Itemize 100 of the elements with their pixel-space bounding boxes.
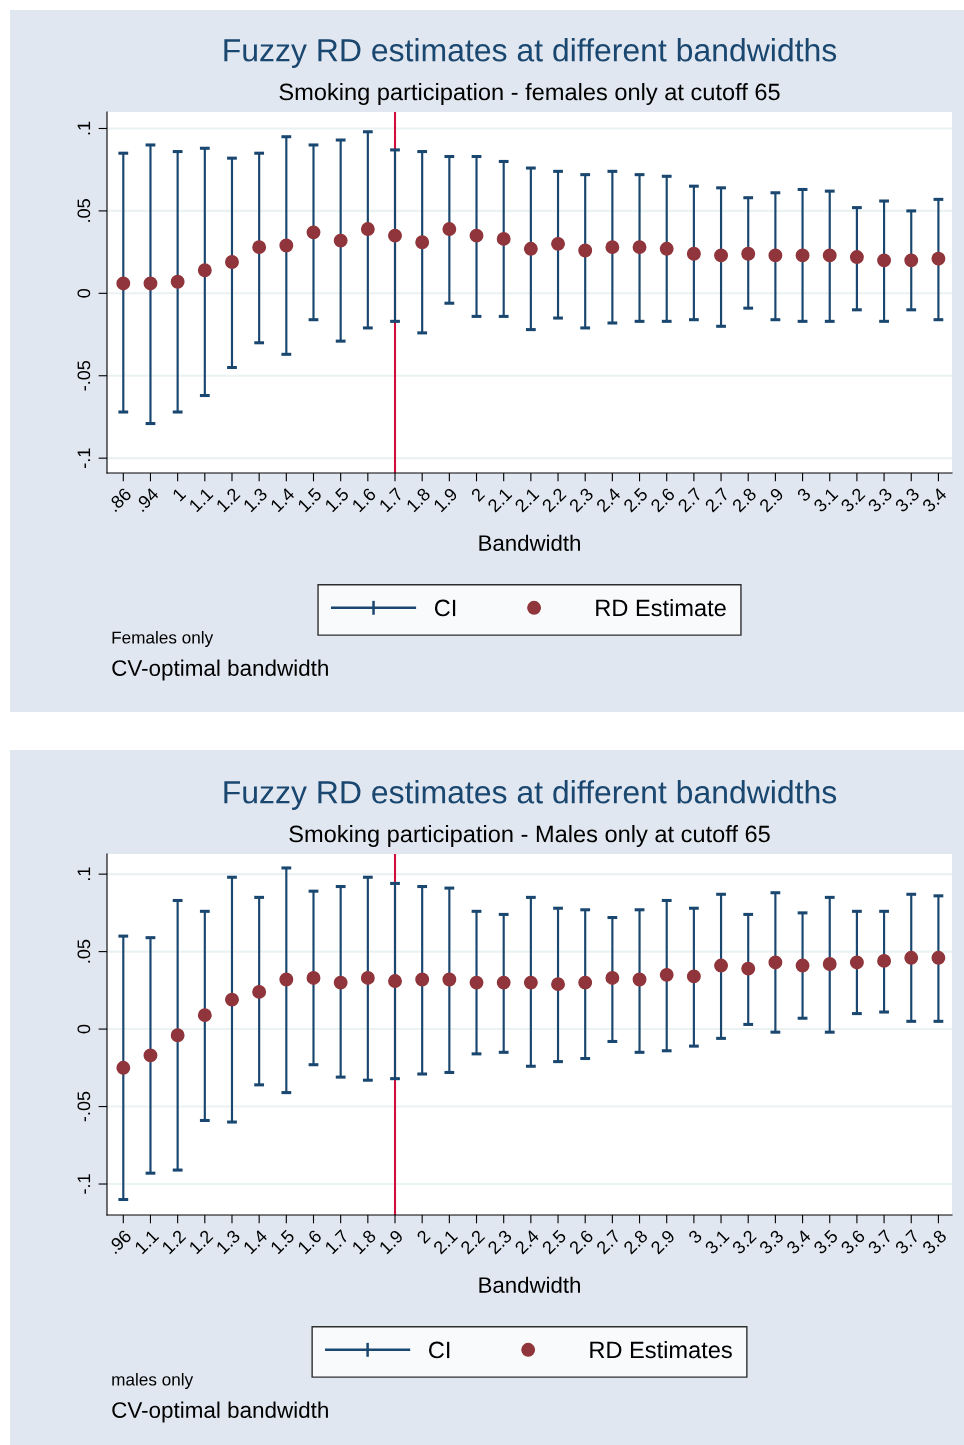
point bbox=[496, 231, 511, 246]
y-tick-label: .1 bbox=[77, 867, 91, 881]
x-tick-label: 1.5 bbox=[324, 487, 350, 513]
x-tick-label: 1.5 bbox=[270, 1229, 296, 1255]
x-tick-label: 3.2 bbox=[839, 487, 866, 513]
bar bbox=[638, 174, 641, 322]
x-tick-label: 2.8 bbox=[622, 1229, 649, 1255]
point bbox=[877, 953, 892, 968]
y-tick-label: -.05 bbox=[77, 360, 91, 391]
point bbox=[442, 972, 457, 987]
point bbox=[741, 961, 756, 976]
x-tick-label: 1.6 bbox=[351, 487, 377, 513]
point bbox=[741, 246, 756, 261]
point bbox=[170, 1028, 185, 1043]
x-tick-label: 1.8 bbox=[405, 487, 431, 513]
y-tick-label: -.1 bbox=[77, 1174, 91, 1194]
bar bbox=[937, 895, 940, 1022]
x-tick-label: 3.2 bbox=[731, 1229, 757, 1255]
point bbox=[686, 969, 701, 984]
x-tick-label: 1.1 bbox=[134, 1229, 160, 1255]
x-tick-label: 3.6 bbox=[839, 1229, 866, 1255]
x-tick-label: 3.1 bbox=[704, 1229, 730, 1255]
x-tick-label: 2.1 bbox=[514, 487, 540, 513]
point bbox=[578, 975, 593, 990]
y-tick-label: .05 bbox=[77, 939, 91, 963]
x-tick-label: 1.2 bbox=[215, 487, 241, 513]
point bbox=[877, 253, 892, 268]
point bbox=[116, 276, 131, 291]
point bbox=[768, 955, 783, 970]
x-tick-label: 1.9 bbox=[378, 1229, 404, 1255]
point bbox=[659, 241, 674, 256]
x-tick-label: 2.7 bbox=[704, 487, 730, 513]
point bbox=[659, 967, 674, 982]
x-tick-label: 2.7 bbox=[595, 1229, 621, 1255]
x-tick-label: 1.2 bbox=[188, 1229, 214, 1255]
x-tick-label: .96 bbox=[107, 1229, 133, 1255]
point bbox=[143, 276, 158, 291]
y-tick-label: -.1 bbox=[77, 448, 91, 468]
x-tick-label: 3.4 bbox=[785, 1228, 812, 1255]
x-tick-label: 1.8 bbox=[351, 1229, 377, 1255]
point bbox=[605, 971, 620, 985]
point bbox=[849, 250, 864, 265]
x-tick-label: 3.3 bbox=[894, 487, 921, 513]
x-tick-label: 2.9 bbox=[758, 487, 785, 513]
x-tick-label: 2.5 bbox=[622, 487, 649, 513]
point bbox=[822, 248, 837, 263]
point bbox=[523, 241, 538, 256]
x-tick-label: 2.2 bbox=[459, 1229, 486, 1255]
x-tick-label: 2.8 bbox=[731, 487, 758, 513]
y-tick-label: .05 bbox=[77, 199, 91, 222]
x-tick-label: 2.1 bbox=[486, 487, 513, 513]
point bbox=[714, 958, 728, 973]
point bbox=[469, 228, 484, 243]
x-tick-label: 3.4 bbox=[921, 486, 948, 513]
point bbox=[931, 251, 946, 266]
x-tick-label: 3.5 bbox=[812, 1229, 839, 1255]
x-tick-label: 2.2 bbox=[541, 487, 567, 513]
x-tick-label: 3.7 bbox=[867, 1229, 893, 1255]
point bbox=[768, 248, 783, 263]
x-tick-label: 3.1 bbox=[812, 487, 839, 513]
bar bbox=[638, 909, 641, 1053]
x-tick-label: 3 bbox=[687, 1229, 703, 1245]
point bbox=[333, 975, 348, 990]
y-tick-label: .1 bbox=[77, 121, 91, 135]
x-tick-label: 1.2 bbox=[161, 1229, 187, 1255]
x-tick-label: 2.3 bbox=[486, 1229, 513, 1255]
bar bbox=[149, 144, 152, 424]
x-tick-label: .94 bbox=[134, 486, 160, 513]
x-tick-label: 2.6 bbox=[568, 1229, 595, 1255]
point bbox=[333, 233, 348, 248]
point bbox=[170, 274, 185, 289]
x-tick-label: 3.7 bbox=[894, 1229, 920, 1255]
point bbox=[143, 1048, 158, 1063]
legend-label: CI bbox=[429, 1341, 450, 1359]
x-tick-label: 1.9 bbox=[432, 487, 459, 513]
point bbox=[388, 228, 402, 243]
point bbox=[442, 222, 457, 236]
x-tick-label: 1.7 bbox=[324, 1229, 350, 1255]
point bbox=[904, 950, 919, 965]
x-tick-label: 1.1 bbox=[188, 487, 214, 513]
point bbox=[225, 992, 239, 1007]
point bbox=[306, 225, 321, 240]
x-tick-label: 2.6 bbox=[649, 487, 676, 513]
x-tick-label: 2.4 bbox=[514, 1228, 540, 1255]
y-tick-label: -.05 bbox=[77, 1091, 91, 1122]
point bbox=[551, 236, 565, 251]
point bbox=[116, 1060, 131, 1075]
point bbox=[605, 240, 620, 255]
point bbox=[822, 957, 837, 971]
x-tick-label: 2 bbox=[416, 1229, 431, 1244]
point bbox=[469, 975, 484, 990]
text: CV-optimal bandwidth bbox=[112, 659, 328, 681]
text: males only bbox=[112, 1373, 194, 1389]
x-tick-label: 3.8 bbox=[921, 1229, 948, 1255]
x-axis-title: Bandwidth bbox=[479, 1276, 580, 1293]
point bbox=[849, 955, 864, 970]
point bbox=[931, 950, 946, 965]
y-tick-label: 0 bbox=[77, 289, 91, 298]
point bbox=[523, 975, 538, 990]
point bbox=[252, 984, 267, 999]
